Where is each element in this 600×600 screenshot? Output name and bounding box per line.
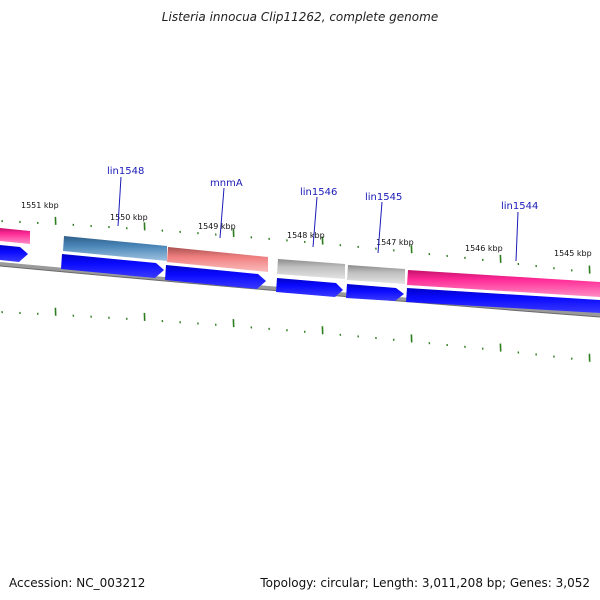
gene-feature-lin1544 xyxy=(407,270,600,297)
ruler-label: 1550 kbp xyxy=(110,213,148,222)
gene-label-lin1545: lin1545 xyxy=(365,192,402,203)
leader-line-lin1545 xyxy=(377,201,383,254)
genome-summary-text: Topology: circular; Length: 3,011,208 bp… xyxy=(260,576,590,590)
gene-feature-lin1546 xyxy=(277,259,345,279)
cds-arrow xyxy=(165,265,266,289)
inner-ruler xyxy=(1,307,591,362)
gene-feature-mnmA xyxy=(167,247,268,272)
cds-arrow xyxy=(61,254,164,278)
cds-features xyxy=(0,245,600,313)
leader-line-lin1546 xyxy=(312,196,318,248)
leader-line-mnmA xyxy=(219,187,225,239)
ruler-labels: 1551 kbp 1550 kbp 1549 kbp 1548 kbp 1547… xyxy=(21,201,592,258)
map-title: Listeria innocua Clip11262, complete gen… xyxy=(161,10,439,24)
gene-labels: lin1548 mnmA lin1546 lin1545 lin1544 xyxy=(107,166,538,212)
gene-feature-lin1545 xyxy=(347,265,405,284)
ruler-label: 1545 kbp xyxy=(554,249,592,258)
leader-line-lin1548 xyxy=(117,176,122,227)
gene-feature-lin1548 xyxy=(63,236,167,261)
gene-feature-pink-left xyxy=(0,228,30,244)
gene-features xyxy=(0,228,600,297)
gene-leader-lines xyxy=(117,176,519,262)
cds-arrow xyxy=(276,278,343,297)
gene-label-lin1544: lin1544 xyxy=(501,201,538,212)
ruler-label: 1547 kbp xyxy=(376,238,414,247)
ruler-label: 1546 kbp xyxy=(465,244,503,253)
ruler-label: 1548 kbp xyxy=(287,231,325,240)
gene-label-lin1546: lin1546 xyxy=(300,187,337,198)
accession-text: Accession: NC_003212 xyxy=(9,576,146,590)
gene-label-mnmA: mnmA xyxy=(210,178,243,189)
ruler-label: 1549 kbp xyxy=(198,222,236,231)
cds-arrow xyxy=(406,288,600,313)
cds-arrow xyxy=(0,245,28,262)
ruler-label: 1551 kbp xyxy=(21,201,59,210)
outer-ruler xyxy=(1,216,591,274)
cds-arrow xyxy=(346,284,404,301)
gene-label-lin1548: lin1548 xyxy=(107,166,144,177)
leader-line-lin1544 xyxy=(515,211,519,262)
